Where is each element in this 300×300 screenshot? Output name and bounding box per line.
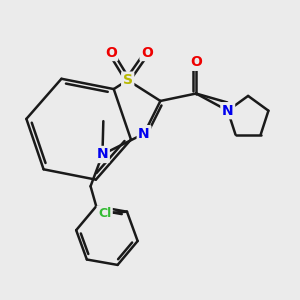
Text: N: N xyxy=(138,127,150,141)
Text: N: N xyxy=(222,104,233,118)
Text: O: O xyxy=(141,46,153,59)
Text: N: N xyxy=(97,148,108,161)
Text: O: O xyxy=(190,55,202,69)
Text: S: S xyxy=(123,73,133,87)
Text: O: O xyxy=(105,46,117,59)
Text: Cl: Cl xyxy=(98,207,111,220)
